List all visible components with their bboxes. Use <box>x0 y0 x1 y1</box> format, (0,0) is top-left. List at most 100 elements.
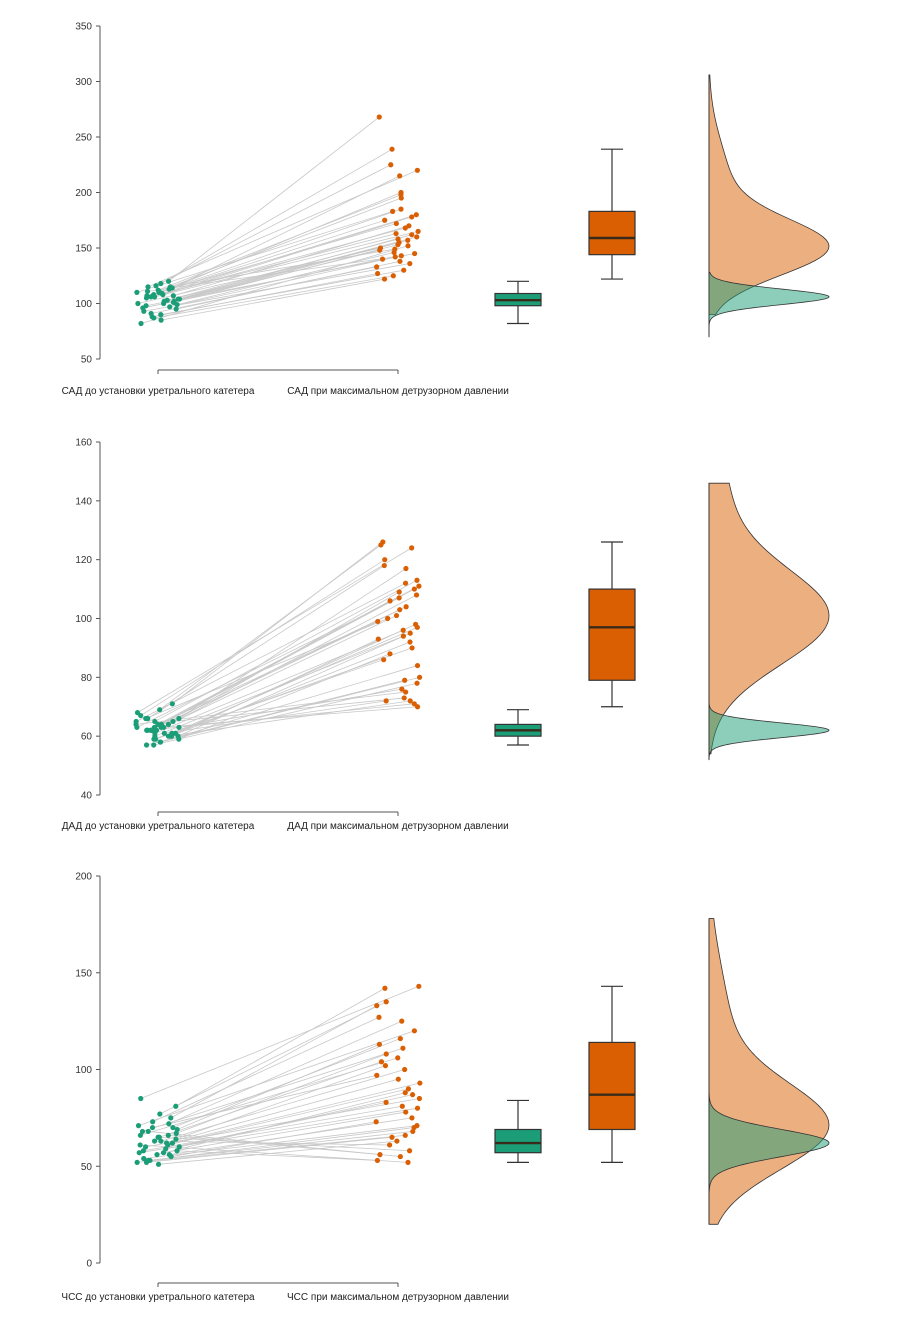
paired-line <box>151 266 377 314</box>
point-after <box>407 630 413 636</box>
paired-line <box>176 1053 387 1134</box>
paired-line <box>156 615 397 731</box>
paired-line <box>177 1150 378 1161</box>
paired-line <box>155 164 391 287</box>
paired-line <box>168 116 380 282</box>
point-before <box>160 1150 167 1156</box>
y-tick-label: 200 <box>75 872 92 883</box>
point-before <box>151 294 158 300</box>
point-before <box>145 1128 151 1135</box>
point-before <box>144 288 151 294</box>
x-category-label: ДАД при максимальном детрузорном давлени… <box>287 821 508 832</box>
point-before <box>170 1124 176 1131</box>
box-after-box <box>588 210 636 256</box>
x-category-label: САД при максимальном детрузорном давлени… <box>287 386 509 397</box>
paired-line <box>150 227 406 298</box>
paired-line <box>154 635 404 737</box>
paired-line <box>139 1107 418 1154</box>
paired-line <box>168 192 402 290</box>
point-after <box>374 1157 381 1164</box>
paired-line <box>153 275 394 319</box>
paired-line <box>160 148 393 284</box>
point-after <box>416 583 422 589</box>
paired-line <box>154 629 404 734</box>
point-before <box>173 1130 179 1136</box>
point-after <box>395 1076 401 1082</box>
paired-line <box>160 1069 405 1142</box>
y-tick-label: 0 <box>86 1259 92 1270</box>
point-after <box>410 1128 416 1135</box>
paired-line <box>154 600 391 728</box>
point-before <box>174 302 180 308</box>
point-after <box>399 1018 405 1024</box>
point-before <box>151 1138 158 1144</box>
paired-line <box>146 1136 393 1163</box>
paired-line <box>166 1078 399 1144</box>
point-after <box>378 1059 385 1065</box>
x-category-label: ДАД до установки уретрального катетера <box>62 821 255 832</box>
paired-line <box>145 618 388 719</box>
point-before <box>174 1148 180 1154</box>
point-after <box>397 1035 403 1042</box>
paired-line <box>161 214 417 294</box>
y-tick-label: 150 <box>75 968 92 979</box>
paired-line <box>137 1134 406 1163</box>
paired-line <box>170 641 411 737</box>
point-after <box>414 704 421 710</box>
paired-line <box>142 258 383 309</box>
point-after <box>394 1138 400 1144</box>
y-tick-label: 300 <box>75 77 92 88</box>
paired-line <box>175 1065 386 1140</box>
point-after <box>409 232 415 238</box>
paired-line <box>140 245 409 324</box>
point-before <box>144 293 150 299</box>
paired-line <box>168 700 411 737</box>
point-before <box>141 308 147 314</box>
density-after <box>708 482 830 755</box>
point-before <box>176 724 182 730</box>
point-after <box>382 1063 389 1069</box>
y-tick-label: 120 <box>75 555 92 566</box>
paired-line <box>146 679 405 746</box>
paired-line <box>138 1030 415 1126</box>
point-after <box>409 545 415 551</box>
point-before <box>175 296 181 302</box>
point-after <box>407 639 413 645</box>
paired-line <box>153 682 418 746</box>
paired-line <box>154 579 418 722</box>
point-after <box>387 651 393 657</box>
density-before <box>708 694 830 761</box>
point-before <box>143 715 149 722</box>
point-after <box>386 1142 393 1148</box>
point-after <box>412 250 418 257</box>
point-after <box>396 589 402 595</box>
point-after <box>399 686 405 692</box>
point-before <box>137 1142 143 1148</box>
paired-line <box>159 1001 387 1115</box>
point-after <box>395 242 401 248</box>
point-before <box>167 304 173 310</box>
point-after <box>393 220 399 227</box>
point-before <box>134 289 140 295</box>
point-after <box>397 607 403 613</box>
point-after <box>377 1152 383 1158</box>
point-after <box>416 1095 423 1102</box>
point-before <box>174 1126 180 1133</box>
paired-line <box>164 700 387 734</box>
y-tick-label: 80 <box>81 673 93 684</box>
paired-line <box>147 565 385 719</box>
point-after <box>398 206 404 212</box>
paired-line <box>158 208 402 293</box>
paired-line <box>154 230 419 298</box>
point-after <box>392 246 398 252</box>
paired-line <box>158 1136 410 1152</box>
point-after <box>405 243 411 249</box>
paired-line <box>142 1047 404 1132</box>
point-before <box>151 315 157 321</box>
point-before <box>165 1142 171 1148</box>
point-before <box>158 312 164 318</box>
point-after <box>409 645 415 651</box>
paired-line <box>165 1102 387 1150</box>
point-after <box>382 985 388 991</box>
